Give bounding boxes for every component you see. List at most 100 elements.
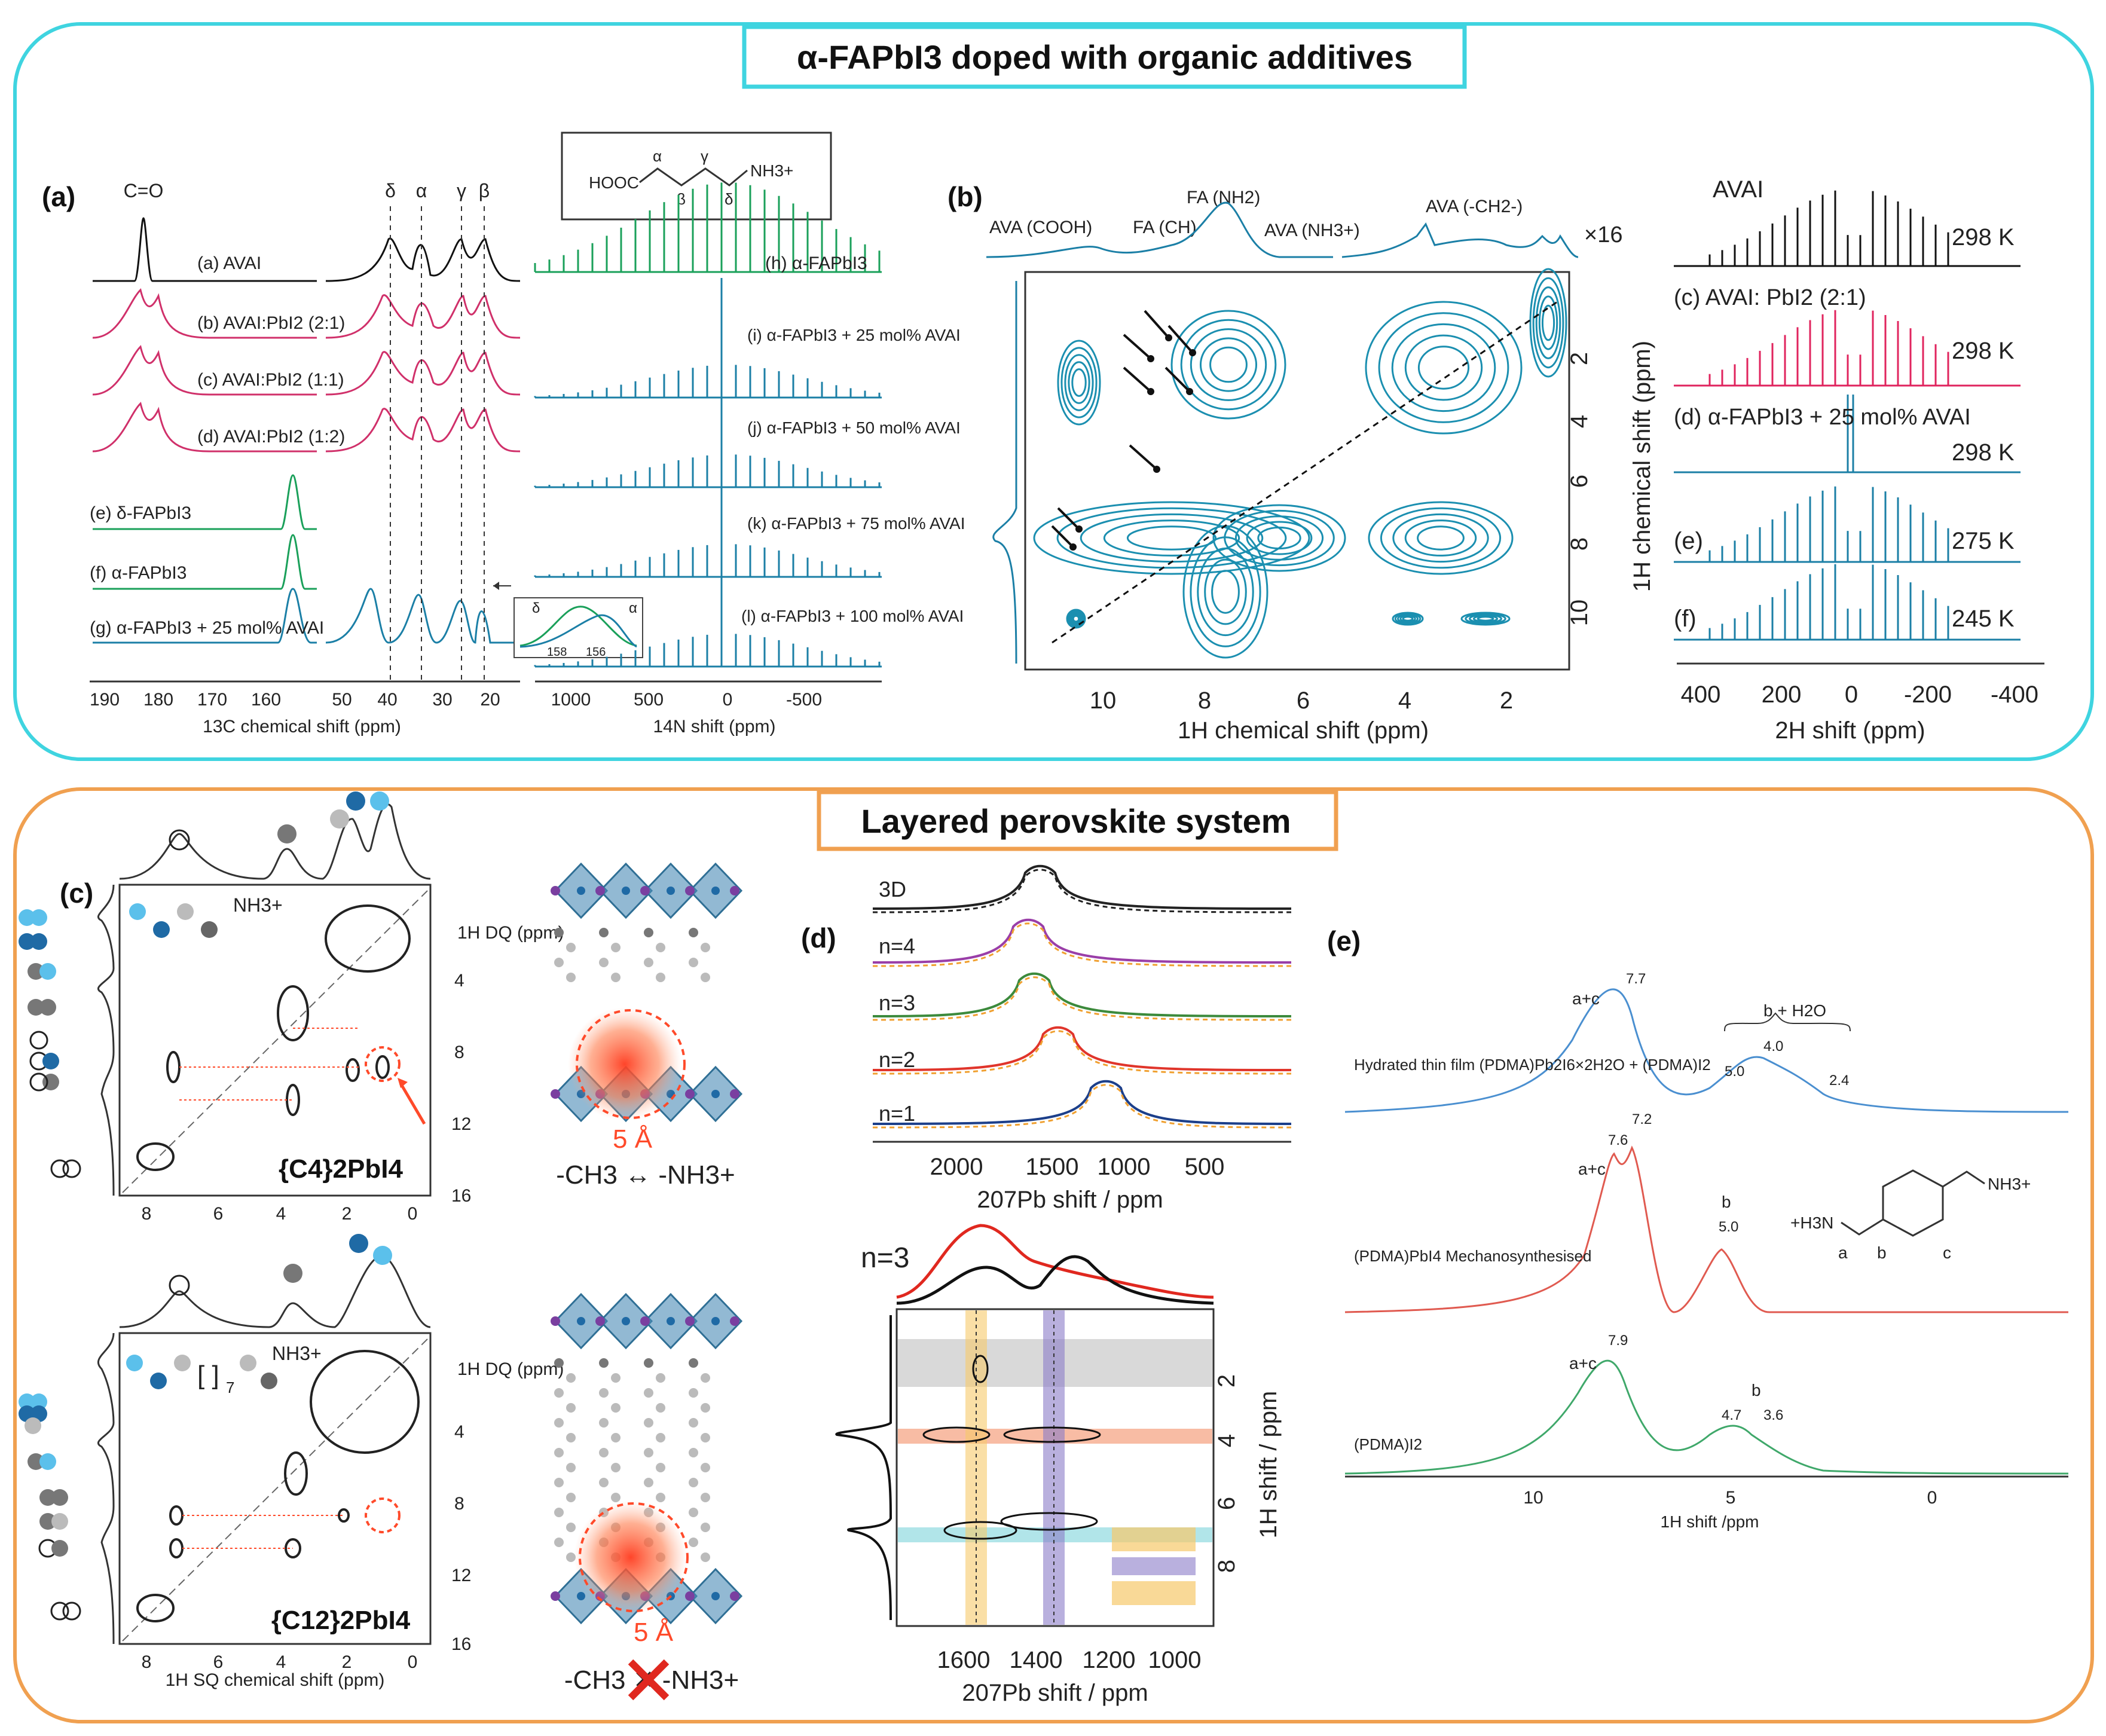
e-peak-76: 7.6 [1608,1132,1628,1148]
perov-bot-i-0-2 [640,1316,650,1326]
perov-top-c-2-1 [656,943,665,952]
e-trace-mechano [1344,1145,2068,1313]
glow-top-ring [576,1009,686,1119]
b-label-nh2: FA (NH2) [1187,188,1260,207]
perov-bot-c-2-7 [656,1463,665,1472]
perov-bot-i-1-3 [685,1591,695,1601]
e-tick-0: 0 [1927,1488,1937,1508]
molecule-site-b: b [1877,1243,1887,1262]
n14-label-j: (j) α-FAPbI3 + 50 mol% AVAI [747,418,961,437]
c-legend-top-14 [50,1159,69,1178]
inset-tick-1: 158 [547,646,567,659]
b-contour-4-3 [1246,521,1313,555]
n14-trace-2 [534,368,881,487]
inset-layer-2 [1112,1557,1196,1575]
e-peak-72: 7.2 [1632,1111,1652,1127]
hetcor-peak-2 [1003,1426,1101,1443]
hetcor-left-projection [835,1315,892,1621]
perov-top-pb-0-3 [711,887,720,895]
perov-bot-pb-0-0 [577,1317,585,1325]
c-bot-compound: {C12}2PbI4 [271,1606,411,1635]
c-legend-bot-14 [50,1601,69,1621]
c13-tick-170: 170 [197,690,227,710]
b-contour-9-0 [1392,612,1424,626]
h2-trace-1 [1708,310,1949,386]
greek-alpha: α [416,180,427,201]
perov-top-pb-0-1 [622,887,630,895]
c-bot-peak-7 [338,1508,350,1523]
b-contour-0-0 [1057,340,1101,426]
b-arrow-head-1 [1147,355,1154,362]
b-contour-4-4 [1257,526,1301,550]
perov-top-c-0-3 [566,973,576,982]
n14-trace-4 [534,547,881,667]
perov-bot-c-0-5 [566,1433,576,1442]
c-top-ylabel: 1H DQ (ppm) [457,923,564,943]
n14-label-h: (h) α-FAPbI3 [765,253,867,273]
e-trace-hydrated [1344,988,2069,1113]
molecule-chain-right [1942,1170,1985,1188]
molecule-site-a: a [1838,1243,1848,1262]
b-contour-10-4 [1477,616,1494,622]
b-contour-5-3 [1404,519,1477,557]
c-bot-mol-1 [126,1355,143,1371]
hetcor-xtick-1600: 1600 [937,1647,991,1673]
b-contour-3-1 [1056,507,1287,569]
perov-top-c-1-3 [611,973,621,982]
c-legend-markers [19,791,392,1621]
c-bot-ytick-4: 4 [454,1422,464,1442]
b-contour-1-3 [1199,337,1258,392]
perov-top-pb-1-3 [711,1090,720,1098]
c-top-ytick-8: 8 [454,1043,464,1062]
b-contour-6-1 [1190,536,1261,647]
h2-label-c: (c) AVAI: PbI2 (2:1) [1674,285,1866,310]
b-contour-4-2 [1234,515,1324,561]
h2-temp-c: 298 K [1952,338,2015,364]
perov-bot-c-1-7 [611,1463,621,1472]
c-top-projection [119,803,431,880]
b-contour-8-2 [1069,612,1083,626]
inset-curve-2 [519,614,637,648]
c-bot-ylabel: 1H DQ (ppm) [457,1359,564,1379]
c-legend-bot-10 [39,1513,56,1530]
b-contour-9-3 [1399,615,1416,623]
h2-label-f: (f) [1674,606,1697,632]
b-contour-9-1 [1394,613,1422,625]
hetcor-peak-1 [922,1426,991,1443]
n14-tick-1000: 1000 [551,690,591,710]
n14-tick-minus500: -500 [786,690,822,710]
n14-label-l: (l) α-FAPbI3 + 100 mol% AVAI [741,607,964,625]
c13-tick-30: 30 [432,690,452,710]
b-contour-2-1 [1378,312,1509,423]
c-top-ytick-4: 4 [454,971,464,991]
perov-bot-c-3-0 [689,1358,698,1368]
c-top-mol-3 [177,903,194,920]
molecule-site-c: c [1943,1243,1951,1262]
b-label-ch: FA (CH) [1133,218,1197,237]
perov-top-i-0-0 [551,886,560,895]
panel-c-label: (c) [60,878,93,909]
perov-bot-pb-0-3 [711,1317,720,1325]
c13-tick-50: 50 [332,690,351,710]
b-contour-2-2 [1391,323,1496,412]
d-label-n2: n=2 [879,1047,915,1072]
inset-layer-3 [1112,1581,1196,1605]
inset-label-delta: δ [532,600,540,616]
n14-xlabel: 14N shift (ppm) [653,717,775,736]
perov-top-c-0-1 [566,943,576,952]
n14-spectra: (h) α-FAPbI3 (i) α-FAPbI3 + 25 mol% AVAI… [534,182,965,736]
e-peak-47: 4.7 [1722,1407,1741,1423]
b-contour-5-1 [1380,507,1502,569]
e-assign-bh2o: b + H2O [1763,1001,1826,1020]
c-top-xtick-0: 0 [408,1204,418,1224]
perov-bot-c-2-3 [656,1403,665,1413]
perov-top-c-3-1 [701,943,710,952]
n14-tick-0: 0 [723,690,733,710]
b-xtick-10: 10 [1090,687,1117,714]
perov-top-c-1-1 [611,943,621,952]
b-contour-7-2 [1535,286,1561,359]
c-bot-peak-6 [310,1350,420,1454]
h2-trace-3 [1708,486,1949,562]
b-contour-8-4 [1072,615,1080,623]
perov-bot-c-0-0 [554,1358,564,1368]
